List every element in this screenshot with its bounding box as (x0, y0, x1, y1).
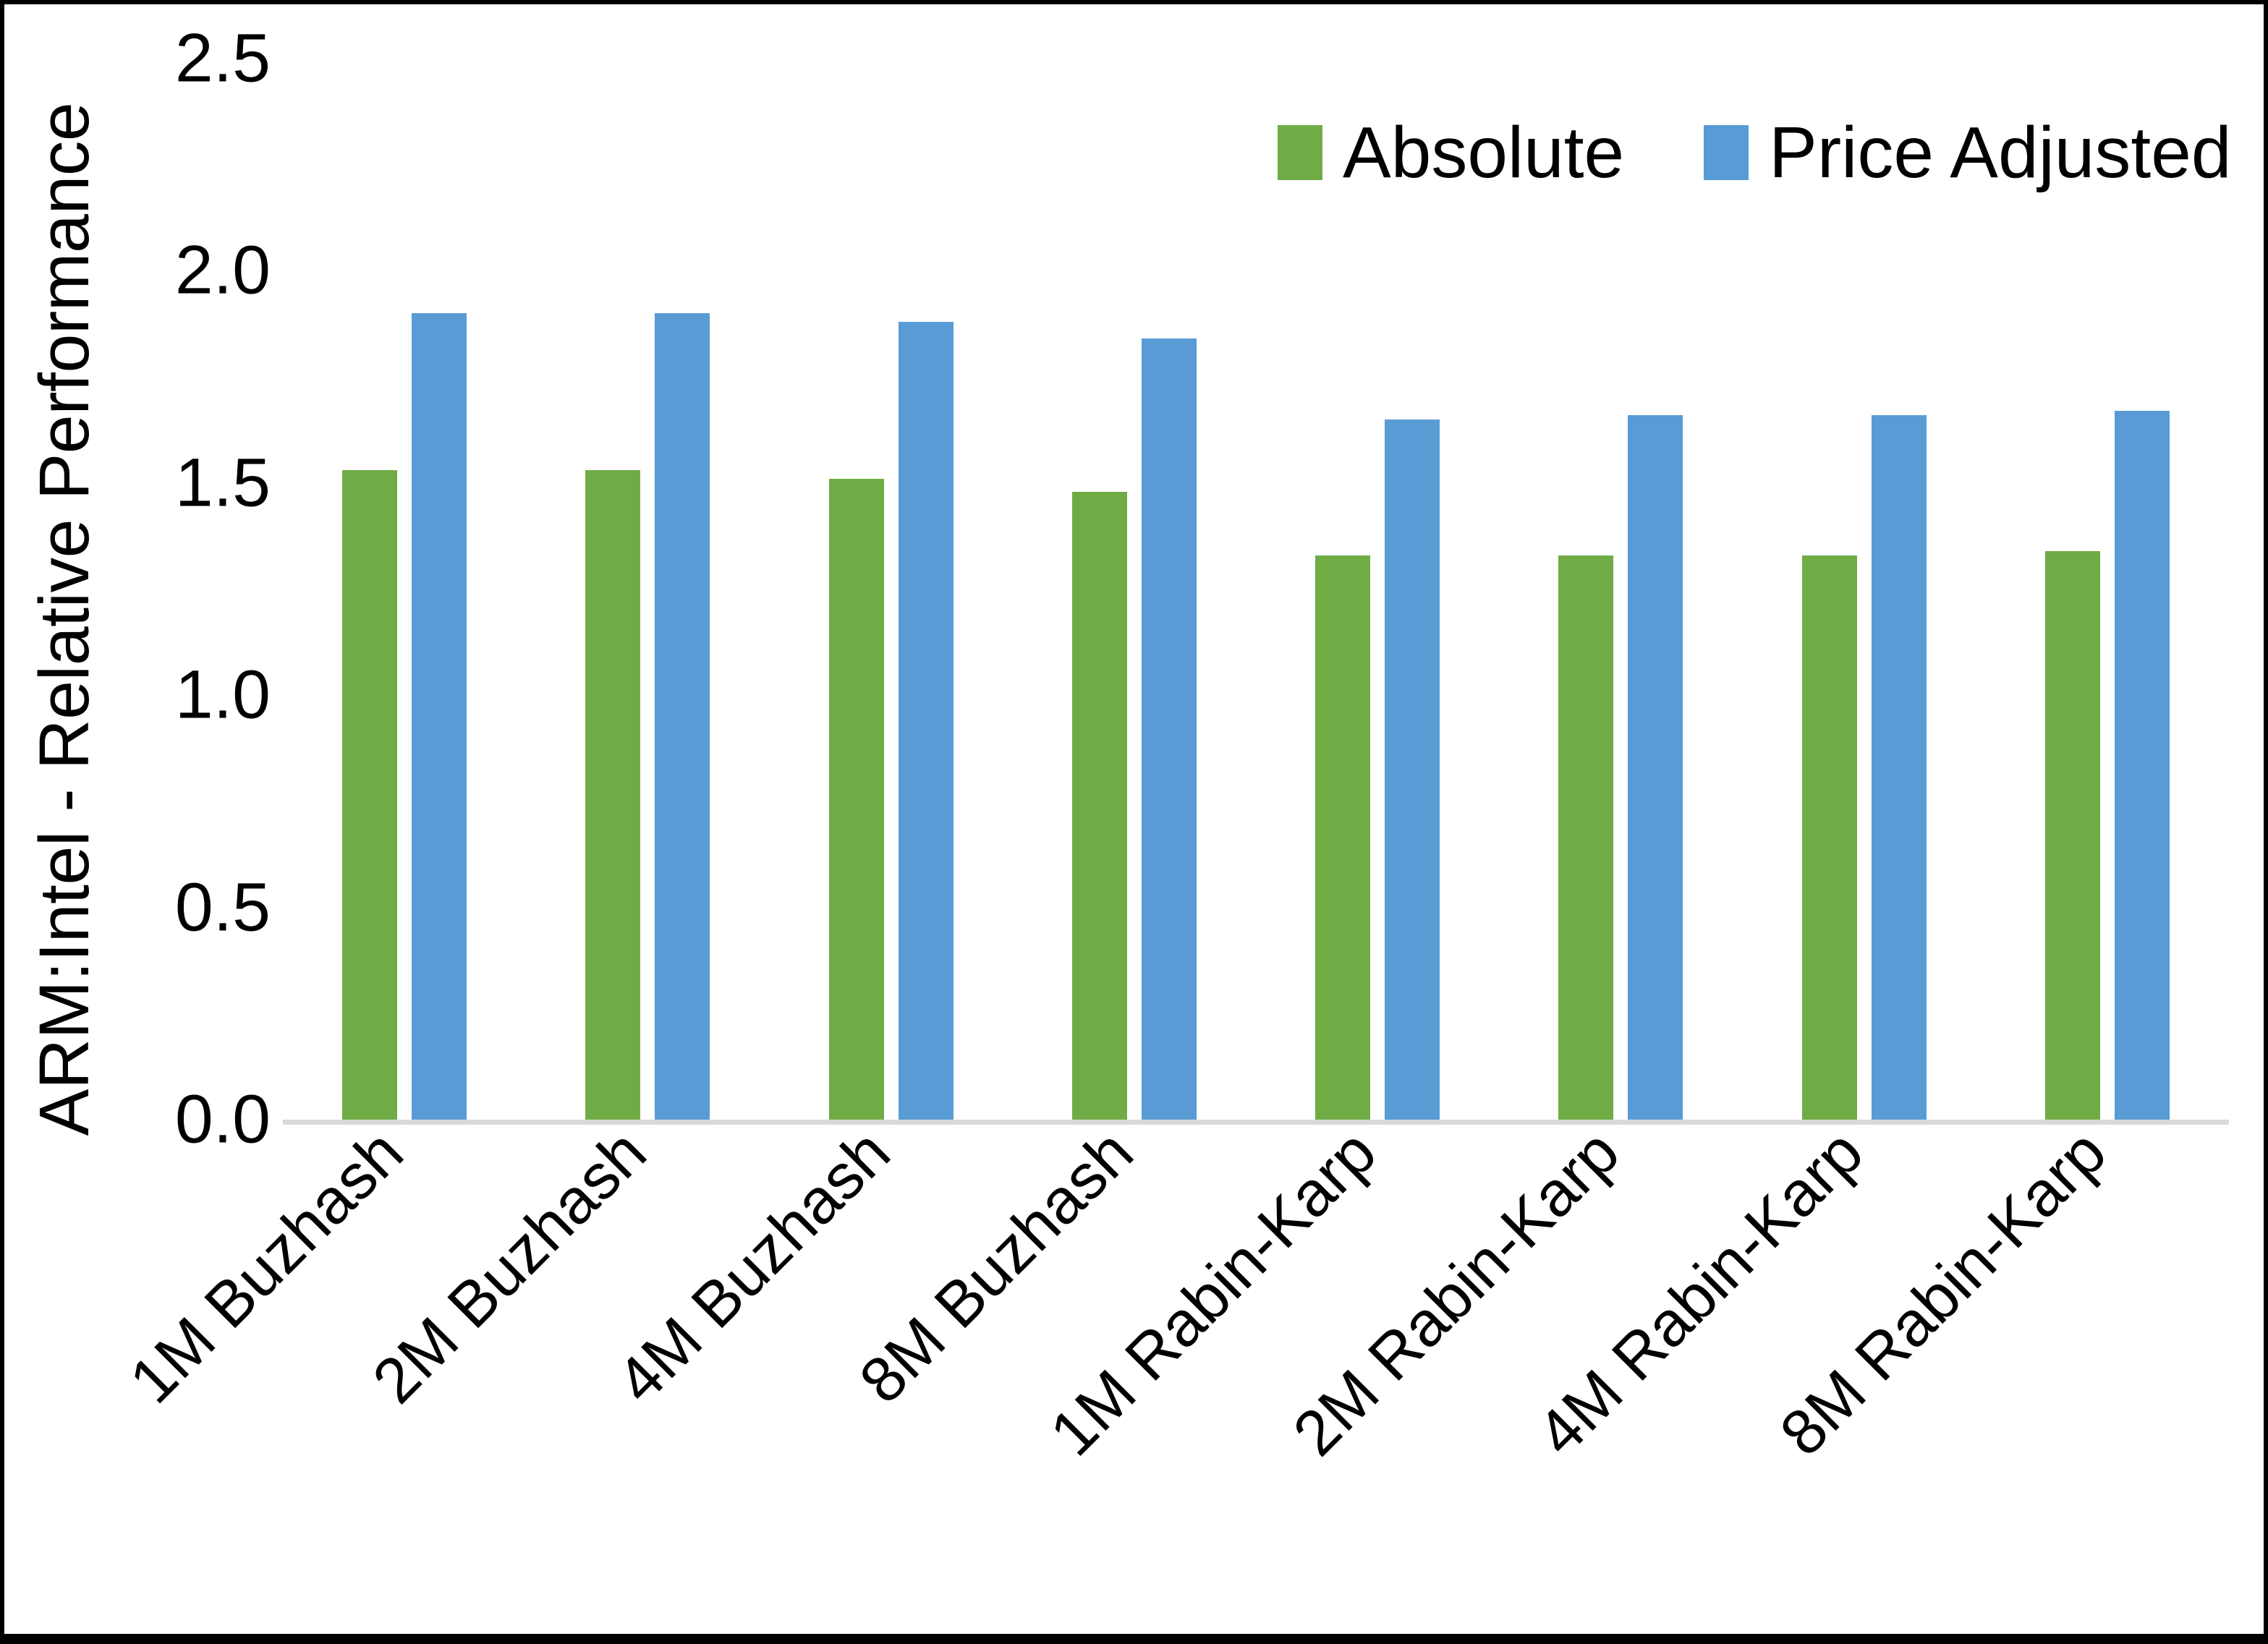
bar-group (283, 59, 526, 1120)
chart-legend: Absolute Price Adjusted (1278, 116, 2231, 189)
bar-absolute[interactable] (2044, 550, 2100, 1120)
legend-label: Absolute (1343, 112, 1625, 193)
bar-group (526, 59, 769, 1120)
y-tick-label: 1.5 (174, 444, 271, 521)
bar-group (1256, 59, 1499, 1120)
bar-price-adjusted[interactable] (1385, 419, 1440, 1120)
bar-absolute[interactable] (585, 470, 641, 1120)
bar-group (1499, 59, 1742, 1120)
bar-price-adjusted[interactable] (1871, 414, 1927, 1120)
y-tick-label: 0.5 (174, 869, 271, 946)
bar-absolute[interactable] (1315, 555, 1371, 1120)
legend-label: Price Adjusted (1769, 112, 2232, 193)
legend-swatch-icon (1278, 125, 1322, 180)
y-tick-label: 2.0 (174, 231, 271, 309)
bar-absolute[interactable] (1071, 491, 1127, 1120)
bar-price-adjusted[interactable] (1628, 414, 1683, 1120)
bar-absolute[interactable] (828, 478, 884, 1120)
bar-groups (283, 59, 2229, 1120)
y-tick-label: 0.0 (174, 1081, 271, 1158)
bar-price-adjusted[interactable] (1141, 338, 1197, 1120)
bar-group (1986, 59, 2229, 1120)
legend-item-price-adjusted[interactable]: Price Adjusted (1704, 116, 2231, 189)
bar-absolute[interactable] (1558, 555, 1614, 1120)
x-tick-slot: 8M Rabin-Karp (1766, 1116, 2229, 1610)
bar-group (1743, 59, 1986, 1120)
legend-item-absolute[interactable]: Absolute (1278, 116, 1624, 189)
plot-area (283, 59, 2229, 1125)
bar-absolute[interactable] (1801, 555, 1857, 1120)
legend-swatch-icon (1704, 125, 1749, 180)
bar-group (1013, 59, 1256, 1120)
bar-price-adjusted[interactable] (898, 321, 954, 1120)
bar-group (770, 59, 1013, 1120)
x-axis-line (283, 1120, 2229, 1125)
bar-price-adjusted[interactable] (655, 313, 710, 1120)
bar-price-adjusted[interactable] (412, 313, 467, 1120)
y-tick-label: 2.5 (174, 20, 271, 97)
bar-absolute[interactable] (342, 470, 398, 1120)
x-axis-tick-labels: 1M Buzhash 2M Buzhash 4M Buzhash 8M Buzhash… (116, 1116, 2229, 1610)
bar-price-adjusted[interactable] (2114, 411, 2170, 1120)
y-tick-label: 1.0 (174, 656, 271, 733)
